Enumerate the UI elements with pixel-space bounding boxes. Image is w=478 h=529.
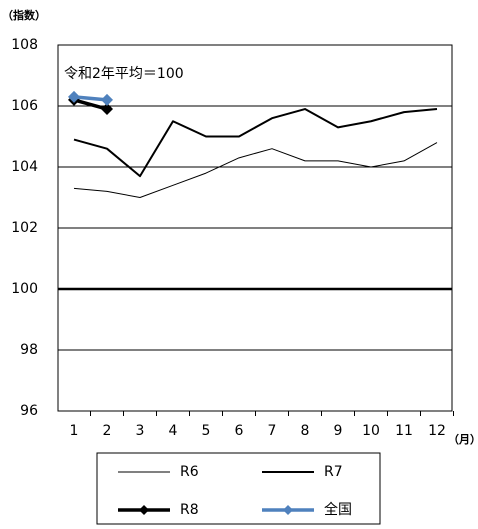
series-line [73,108,438,178]
y-tick-label: 96 [20,403,38,419]
legend-label: R6 [180,464,199,480]
y-tick-label: 98 [20,342,38,358]
y-tick-label: 106 [11,98,38,114]
legend-label: R7 [324,464,343,480]
y-tick-label: 108 [11,37,38,53]
legend-label: R8 [180,502,199,518]
legend-box [96,452,381,525]
series-marker [101,93,113,106]
legend-marker [283,505,293,515]
x-tick-label: 9 [334,423,343,439]
series-marker [101,103,113,116]
x-tick-label: 2 [103,423,112,439]
y-axis-label: （指数） [2,8,46,22]
legend-marker [139,505,149,515]
x-tick-label: 3 [136,423,145,439]
x-tick-label: 5 [202,423,211,439]
series-line [73,95,108,102]
x-tick-label: 4 [169,423,178,439]
x-tick-label: 7 [268,423,277,439]
y-tick-label: 102 [11,220,38,236]
series-line [73,98,108,111]
legend-label: 全国 [324,501,352,518]
x-tick-label: 1 [70,423,79,439]
annotation: 令和2年平均＝100 [64,66,184,82]
series-marker [68,90,80,103]
x-tick-label: 12 [428,423,446,439]
x-axis-unit: （月） [448,433,478,446]
series-line [73,142,438,198]
x-tick-label: 8 [301,423,310,439]
y-tick-label: 104 [11,159,38,175]
y-tick-label: 100 [11,281,38,297]
x-tick-label: 6 [235,423,244,439]
x-tick-label: 10 [362,423,380,439]
x-tick-label: 11 [395,423,413,439]
